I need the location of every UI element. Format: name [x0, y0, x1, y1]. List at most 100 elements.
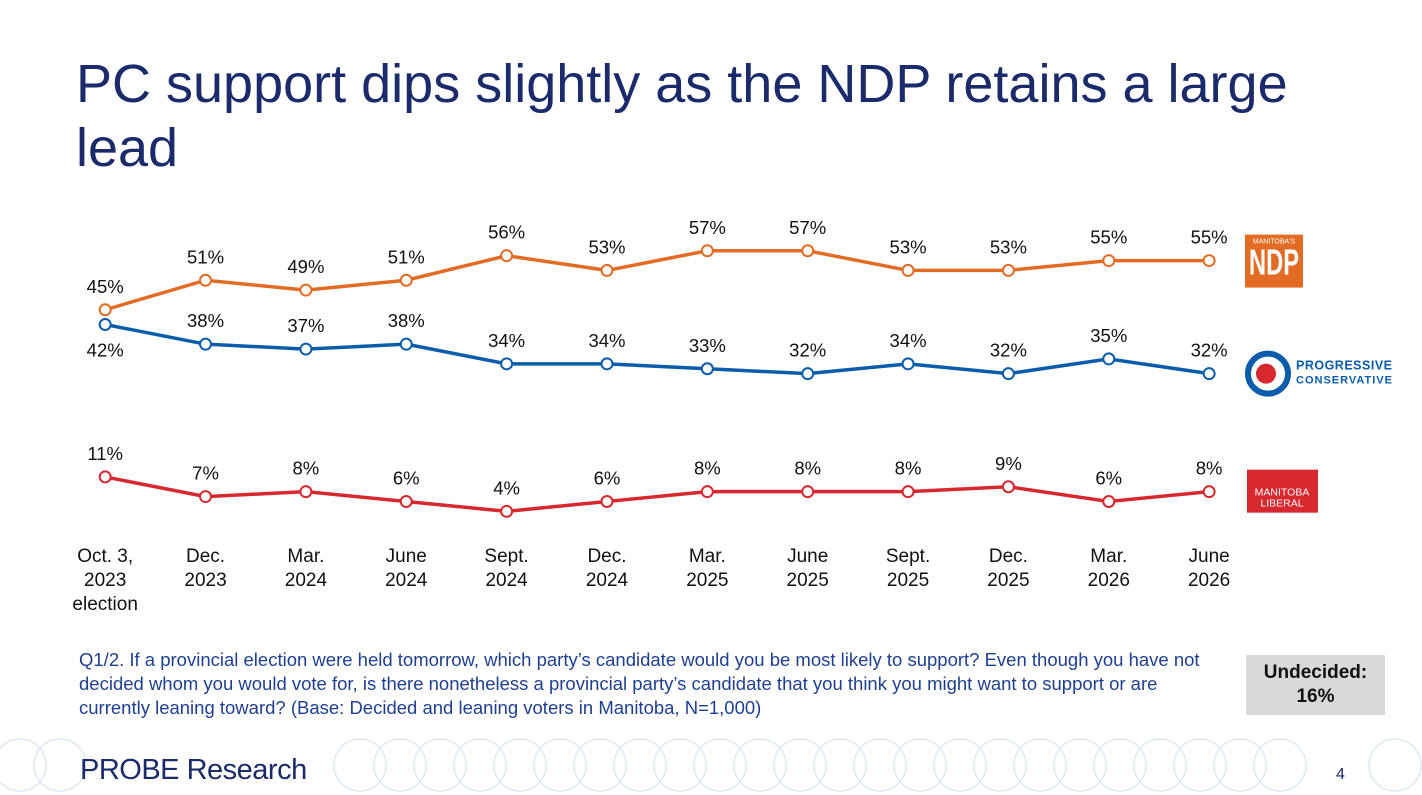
data-point	[299, 485, 313, 499]
data-point	[1202, 485, 1216, 499]
data-point	[299, 283, 313, 297]
data-point	[98, 470, 112, 484]
data-point	[700, 362, 714, 376]
data-label: 53%	[990, 236, 1027, 257]
data-label: 8%	[794, 458, 821, 479]
data-label: 8%	[1196, 458, 1223, 479]
x-tick-label: Mar. 2026	[1088, 546, 1130, 591]
data-label: 57%	[689, 217, 726, 238]
data-label: 6%	[393, 468, 420, 489]
data-point	[600, 263, 614, 277]
data-label: 34%	[488, 330, 525, 351]
series-line	[104, 322, 1210, 376]
data-point	[199, 273, 213, 287]
data-label: 57%	[789, 217, 826, 238]
data-label: 32%	[789, 340, 826, 361]
footnote: Q1/2. If a provincial election were held…	[79, 649, 1200, 718]
data-label: 34%	[588, 330, 625, 351]
data-label: 49%	[287, 256, 324, 277]
x-tick-label: June 2024	[385, 546, 428, 591]
data-label: 38%	[187, 310, 224, 331]
annotation-value: 16%	[1296, 686, 1335, 707]
data-label: 8%	[293, 458, 320, 479]
data-point	[399, 337, 413, 351]
legend-logo	[1245, 350, 1291, 397]
data-label: 33%	[689, 335, 726, 356]
data-point	[98, 318, 112, 331]
x-tick-label: Dec. 2023	[184, 546, 226, 591]
data-label: 38%	[388, 310, 425, 331]
data-point	[801, 244, 815, 258]
data-label: 32%	[1191, 340, 1228, 361]
data-point	[1102, 352, 1116, 366]
data-point	[399, 495, 413, 508]
x-tick-label: June 2025	[787, 546, 829, 591]
data-point	[500, 504, 514, 518]
data-point	[98, 303, 112, 317]
data-point	[399, 273, 413, 287]
data-label: 42%	[87, 340, 124, 361]
data-label: 8%	[895, 458, 922, 479]
data-label: 32%	[990, 340, 1027, 361]
legend-logo	[1247, 469, 1318, 513]
data-label: 53%	[890, 236, 927, 257]
annotation-text: Undecided:	[1263, 662, 1368, 683]
x-tick-label: Mar. 2025	[686, 546, 728, 591]
data-point	[299, 342, 313, 356]
x-tick-label: Dec. 2025	[987, 546, 1029, 591]
data-point	[901, 263, 915, 277]
data-label: 4%	[493, 477, 520, 498]
x-tick-label: June 2026	[1188, 546, 1230, 591]
data-label: 6%	[594, 468, 621, 489]
data-label: 6%	[1095, 468, 1122, 489]
chart-title: PC support dips slightly as the NDP reta…	[76, 54, 1288, 178]
data-point	[1001, 367, 1015, 381]
data-point	[901, 357, 915, 371]
data-point	[199, 337, 213, 351]
legend-logo	[1256, 363, 1276, 384]
data-label: 7%	[192, 463, 219, 484]
data-point	[1102, 254, 1116, 268]
brand: PROBE Research	[80, 754, 307, 786]
data-point	[1001, 263, 1015, 277]
page-number: 4	[1336, 766, 1345, 783]
x-tick-label: Dec. 2024	[586, 546, 629, 591]
data-point	[901, 485, 915, 499]
legend-logo	[1245, 234, 1303, 288]
data-point	[1001, 480, 1015, 494]
data-label: 55%	[1090, 227, 1127, 248]
legend-label: MANITOBA'SNDP	[1249, 239, 1299, 283]
data-point	[700, 485, 714, 499]
data-point	[1202, 367, 1216, 381]
data-label: 51%	[388, 246, 425, 267]
data-label: 34%	[890, 330, 927, 351]
x-tick-label: Sept. 2025	[886, 546, 930, 591]
legend-label: MANITOBA LIBERAL	[1255, 487, 1310, 510]
data-label: 35%	[1090, 325, 1127, 346]
data-label: 37%	[287, 315, 324, 336]
data-point	[600, 357, 614, 371]
data-label: 55%	[1191, 227, 1228, 248]
data-point	[500, 249, 514, 263]
data-label: 53%	[588, 236, 625, 257]
data-label: 51%	[187, 246, 224, 267]
legend-label: PROGRESSIVE CONSERVATIVE	[1296, 359, 1393, 387]
data-point	[801, 367, 815, 381]
x-tick-label: Oct. 3, 2023 election	[72, 546, 138, 615]
data-label: 8%	[694, 458, 721, 479]
data-point	[199, 490, 213, 504]
data-point	[1202, 254, 1216, 268]
data-label: 11%	[87, 443, 123, 464]
data-point	[600, 495, 614, 508]
data-label: 45%	[87, 276, 124, 297]
data-point	[500, 357, 514, 371]
data-point	[801, 485, 815, 499]
data-label: 56%	[488, 222, 525, 243]
x-tick-label: Sept. 2024	[484, 546, 528, 591]
data-point	[1102, 495, 1116, 508]
undecided-box: Undecided: 16%	[1246, 655, 1385, 715]
series-line	[104, 475, 1210, 514]
